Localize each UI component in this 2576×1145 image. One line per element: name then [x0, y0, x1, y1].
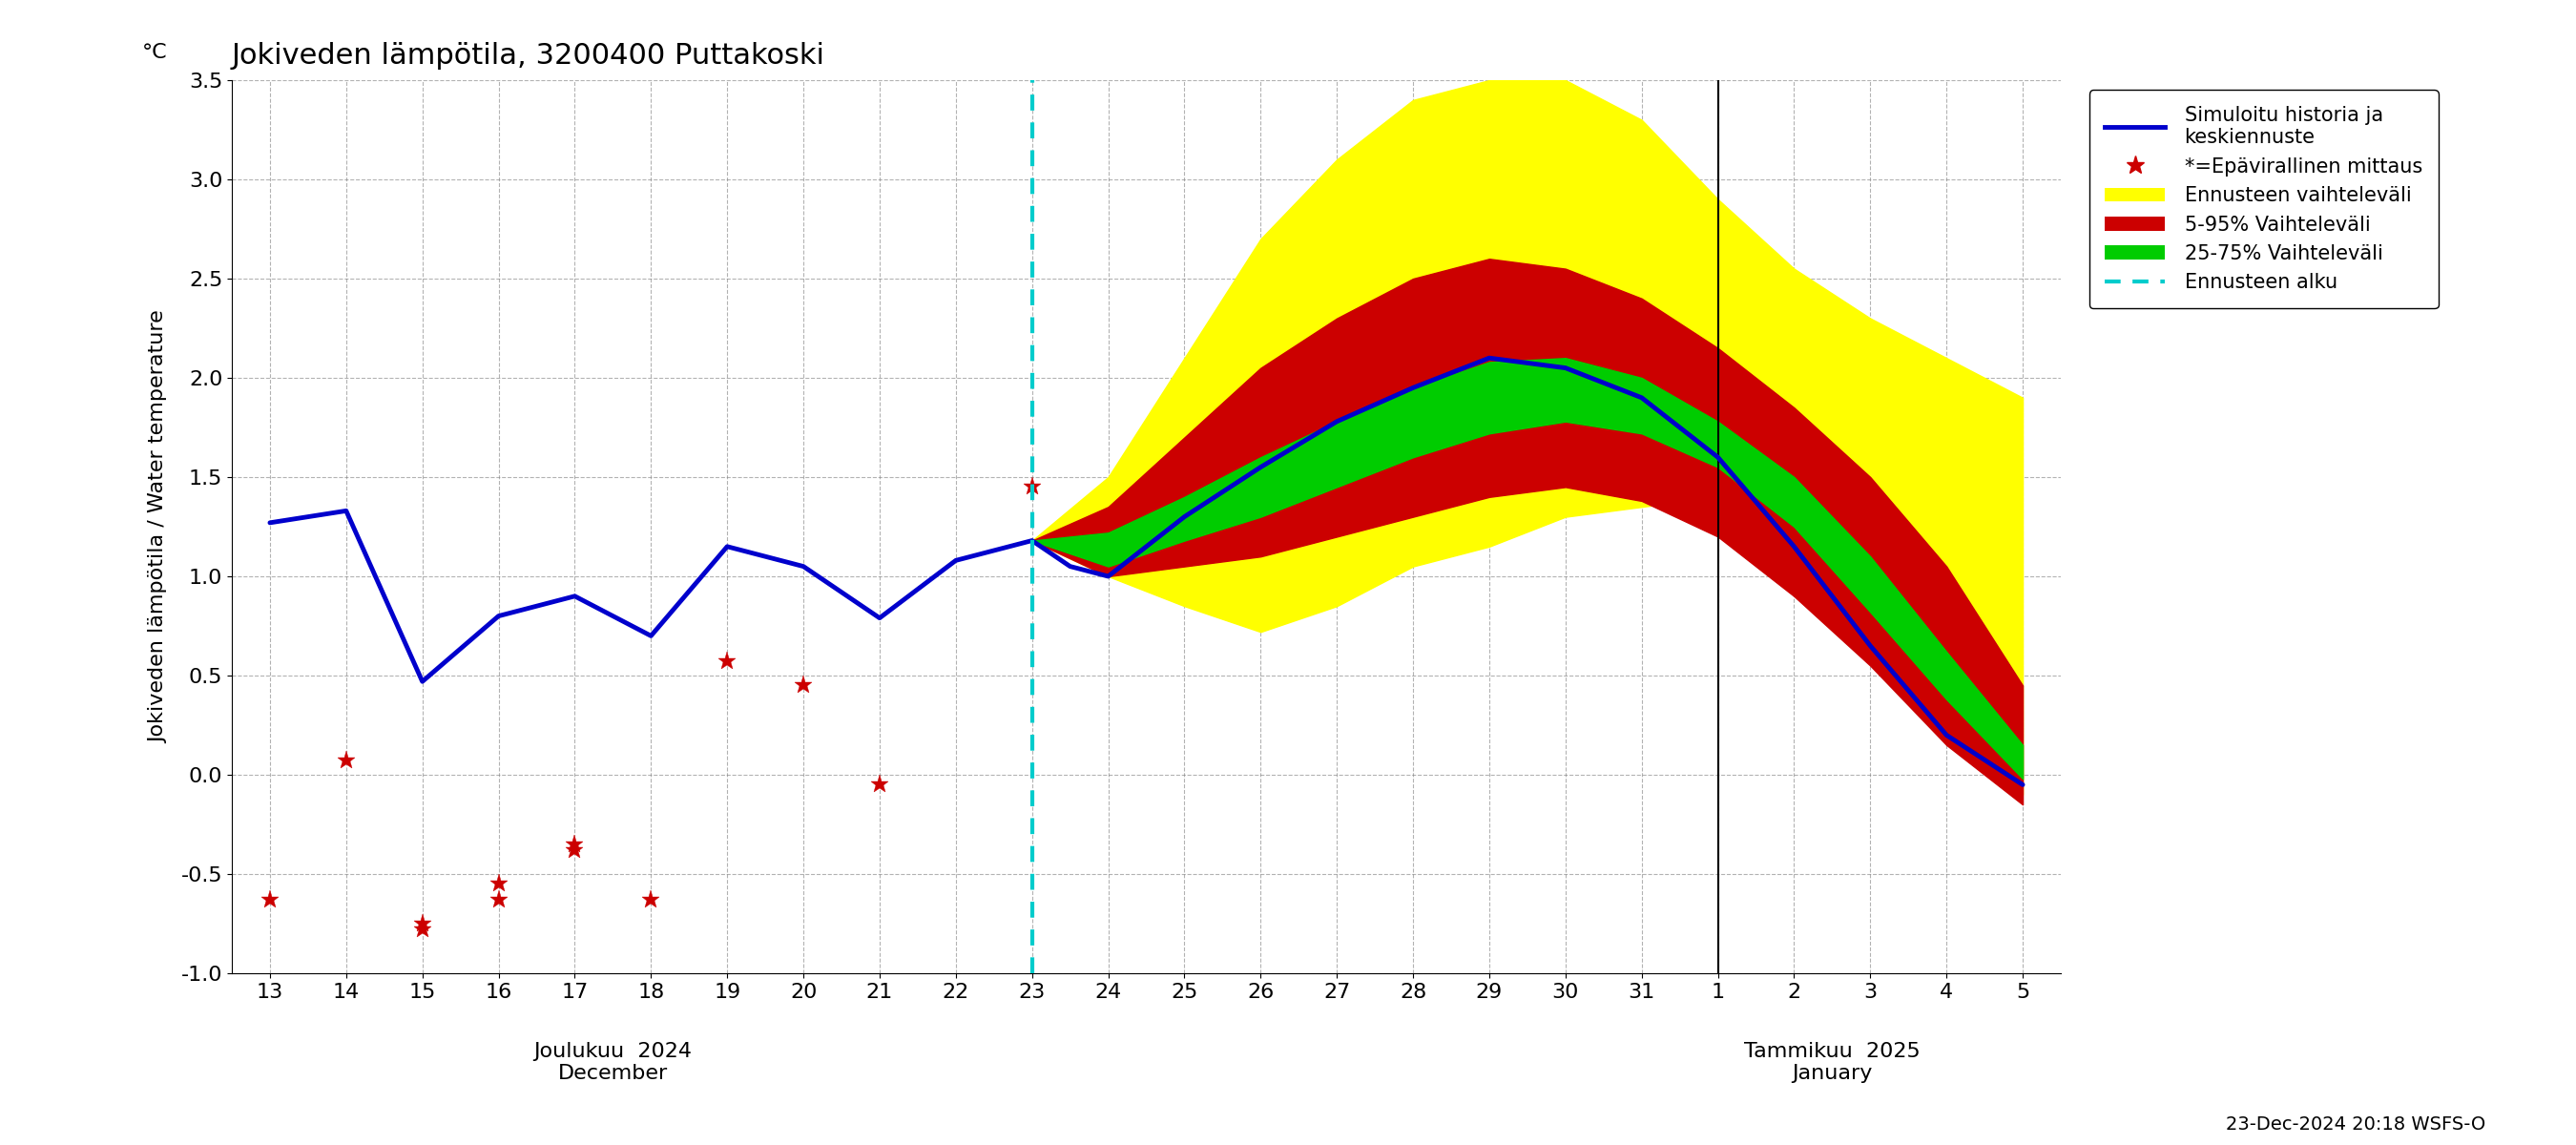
- Text: Joulukuu  2024
December: Joulukuu 2024 December: [533, 1042, 693, 1083]
- Text: 23-Dec-2024 20:18 WSFS-O: 23-Dec-2024 20:18 WSFS-O: [2226, 1115, 2486, 1134]
- Text: °C: °C: [142, 44, 167, 62]
- Y-axis label: Jokiveden lämpötila / Water temperature: Jokiveden lämpötila / Water temperature: [149, 310, 167, 743]
- Legend: Simuloitu historia ja
keskiennuste, *=Epävirallinen mittaus, Ennusteen vaihtelev: Simuloitu historia ja keskiennuste, *=Ep…: [2089, 90, 2437, 308]
- Text: Tammikuu  2025
January: Tammikuu 2025 January: [1744, 1042, 1919, 1083]
- Text: Jokiveden lämpötila, 3200400 Puttakoski: Jokiveden lämpötila, 3200400 Puttakoski: [232, 42, 824, 70]
